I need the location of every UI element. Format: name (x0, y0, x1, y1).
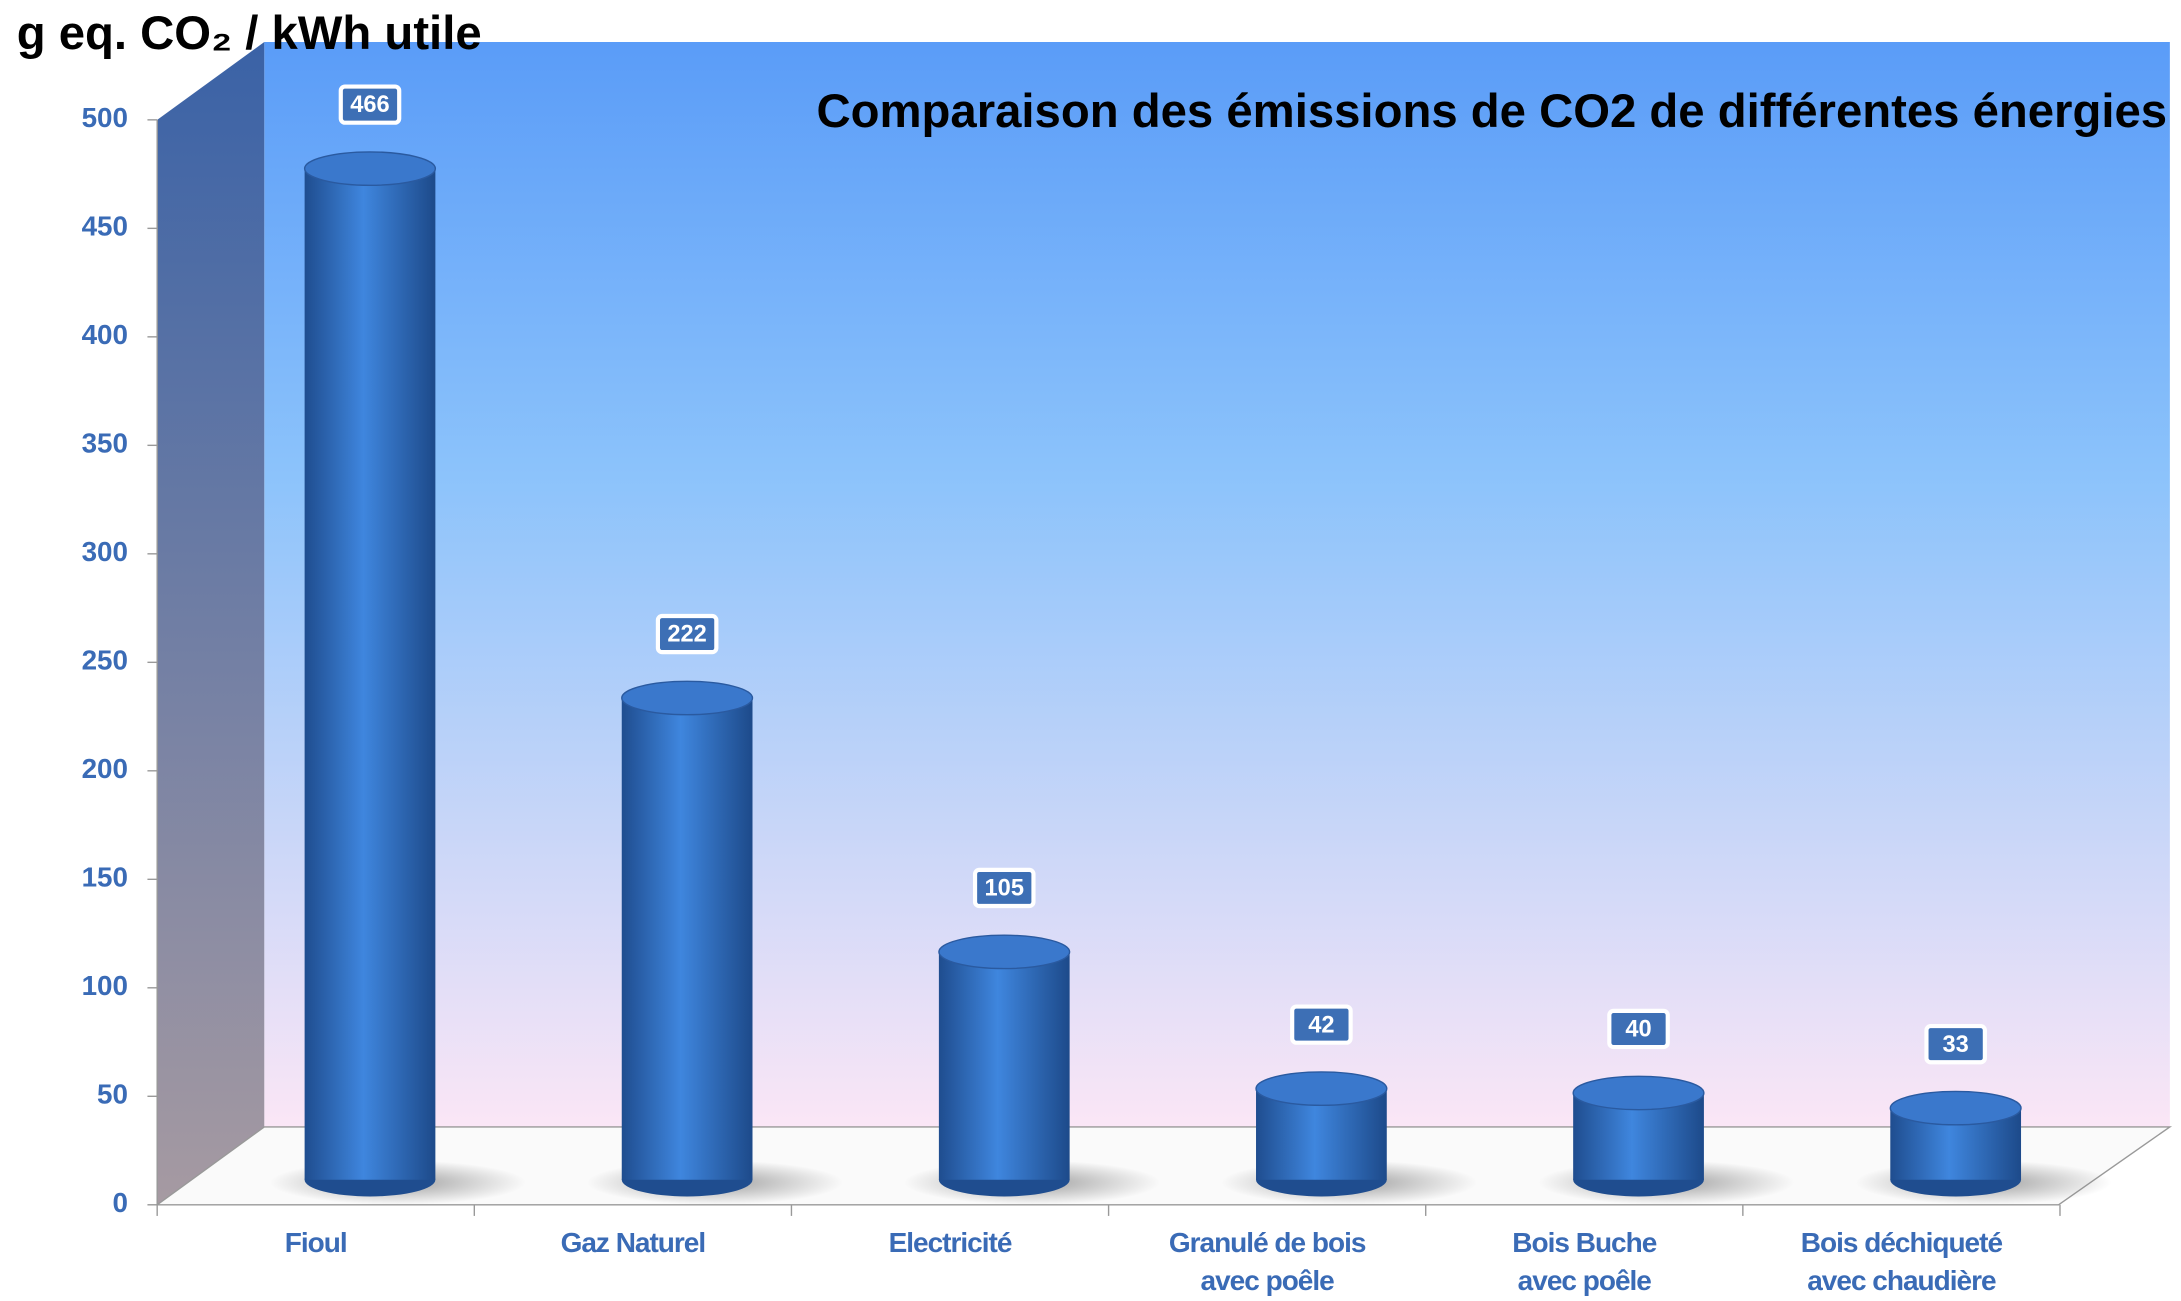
y-tick-label: 50 (97, 1079, 128, 1110)
y-tick-label: 0 (112, 1187, 127, 1218)
x-tick-label: Bois Buche avec poêle (1512, 1227, 1657, 1297)
value-label: 42 (1308, 1012, 1334, 1038)
bar-top (1889, 1090, 2022, 1126)
bar (304, 168, 436, 1180)
bar-top (621, 680, 754, 716)
value-label: 222 (667, 622, 706, 648)
back-wall (264, 41, 2170, 1127)
value-label: 105 (985, 876, 1024, 902)
bar-top (938, 934, 1071, 970)
value-label-box (1607, 1008, 1670, 1050)
y-tick-label: 100 (82, 970, 128, 1001)
value-label: 40 (1625, 1017, 1651, 1043)
y-tick-label: 500 (82, 102, 128, 133)
x-tick-label: Bois déchiqueté avec chaudière (1800, 1227, 2003, 1297)
bar (621, 698, 753, 1180)
value-label-box (338, 84, 402, 125)
x-tick-label: Fioul (284, 1227, 348, 1259)
x-tick-label: Electricité (888, 1227, 1013, 1259)
value-label-box (1290, 1004, 1353, 1045)
side-wall (157, 41, 265, 1205)
y-tick-label: 450 (82, 211, 128, 242)
value-label-box (1924, 1023, 1987, 1065)
bar (938, 951, 1070, 1180)
value-label: 33 (1943, 1032, 1969, 1058)
chart-title: Comparaison des émissions de CO2 de diff… (816, 85, 2167, 138)
y-tick-label: 250 (82, 645, 128, 676)
value-label: 466 (350, 92, 389, 118)
y-axis-label: g eq. CO₂ / kWh utile (17, 7, 482, 60)
y-tick-label: 200 (82, 753, 128, 784)
value-label-box (972, 867, 1036, 909)
bar-top (1255, 1071, 1388, 1107)
y-tick-label: 350 (82, 428, 128, 459)
y-tick-label: 150 (82, 862, 128, 893)
x-tick-label: Gaz Naturel (560, 1227, 707, 1259)
y-tick-label: 300 (82, 536, 128, 567)
bar-top (1572, 1075, 1705, 1111)
y-tick-label: 400 (82, 319, 128, 350)
bar-top (303, 151, 437, 186)
value-label-box (655, 613, 719, 655)
x-tick-label: Granulé de bois avec poêle (1168, 1227, 1367, 1297)
